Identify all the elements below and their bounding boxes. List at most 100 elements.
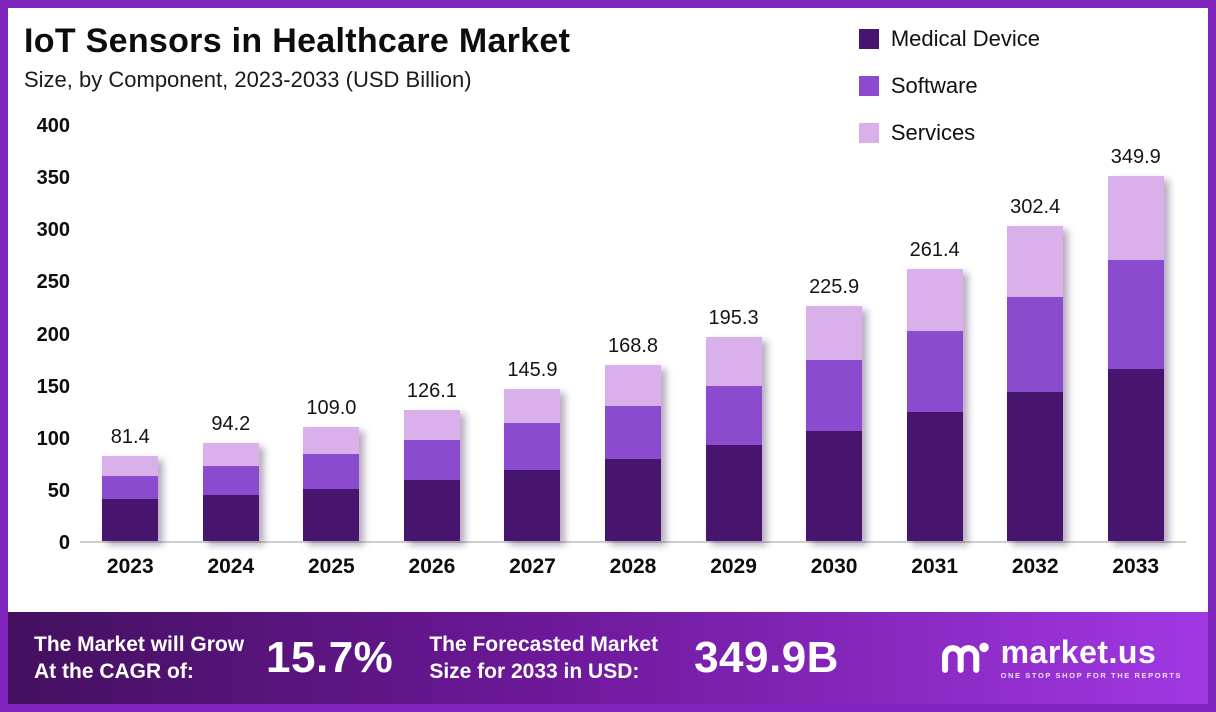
legend-swatch — [858, 123, 879, 143]
bar-stack — [705, 337, 762, 541]
bar-segment-medical-device — [504, 470, 561, 541]
bar-stack — [806, 305, 863, 541]
bar-2025: 109.0 — [281, 126, 382, 541]
bar-segment-services — [1007, 225, 1064, 298]
bar-segment-software — [303, 454, 360, 489]
marketus-logo-icon — [939, 636, 991, 681]
footer-banner: The Market will Grow At the CAGR of: 15.… — [8, 612, 1208, 704]
bar-2029: 195.3 — [683, 126, 784, 541]
bar-segment-medical-device — [806, 430, 863, 541]
bar-segment-medical-device — [1007, 391, 1064, 541]
legend-item-services: Services — [858, 120, 1040, 146]
bar-2031: 261.4 — [884, 126, 985, 541]
x-axis-label: 2027 — [509, 555, 556, 578]
x-axis-label: 2028 — [609, 555, 657, 578]
bar-segment-software — [102, 476, 159, 500]
chart-header: IoT Sensors in Healthcare Market Size, b… — [8, 8, 1208, 126]
bar-segment-software — [806, 359, 863, 431]
forecast-label-line2: Size for 2033 in USD: — [429, 660, 640, 683]
bar-segment-software — [705, 385, 762, 446]
bar-segment-services — [605, 365, 661, 406]
legend-label: Software — [890, 73, 978, 98]
bar-segment-software — [1107, 259, 1164, 369]
x-axis-label: 2031 — [911, 555, 958, 578]
bar-segment-services — [504, 388, 561, 424]
forecast-label: The Forecasted Market Size for 2033 in U… — [429, 631, 658, 686]
bar-2032: 302.4 — [985, 126, 1086, 541]
legend-swatch — [858, 29, 879, 49]
bar-total-label: 225.9 — [809, 275, 860, 298]
x-axis-label: 2030 — [810, 555, 858, 578]
bar-segment-medical-device — [303, 488, 360, 541]
bar-segment-services — [1107, 176, 1164, 260]
x-axis: 2023 2024 2025 2026 2027 2028 2029 2030 2031 2032… — [18, 555, 1186, 579]
bar-segment-services — [202, 442, 259, 466]
y-axis-label: 250 — [36, 271, 70, 294]
bar-total-label: 109.0 — [306, 397, 357, 420]
x-axis-label: 2023 — [106, 555, 154, 578]
bar-stack — [504, 388, 561, 541]
y-axis: 0 50 100 150 200 250 300 350 400 — [18, 115, 80, 554]
bar-total-label: 168.8 — [607, 335, 659, 358]
cagr-label: The Market will Grow At the CAGR of: — [34, 631, 244, 686]
bar-2027: 145.9 — [482, 126, 583, 541]
y-axis-label: 150 — [36, 375, 70, 398]
bar-2033: 349.9 — [1085, 126, 1186, 541]
bar-total-label: 126.1 — [406, 379, 457, 402]
bar-total-label: 94.2 — [211, 412, 251, 435]
bar-segment-services — [102, 456, 159, 477]
bar-stack — [906, 268, 963, 541]
brand-name: market.us — [1000, 634, 1157, 671]
cagr-label-line1: The Market will Grow — [34, 632, 245, 656]
bar-stack — [1007, 225, 1064, 541]
y-axis-label: 300 — [36, 219, 70, 242]
forecast-label-line1: The Forecasted Market — [429, 632, 659, 656]
chart-subtitle: Size, by Component, 2023-2033 (USD Billi… — [24, 67, 472, 92]
bar-stack — [403, 409, 460, 541]
x-axis-label: 2025 — [308, 555, 355, 578]
bar-segment-software — [605, 405, 661, 459]
bar-segment-services — [906, 268, 963, 332]
bar-segment-software — [1007, 297, 1064, 392]
brand-logo: market.us ONE STOP SHOP FOR THE REPORTS — [939, 636, 1182, 681]
bar-total-label: 302.4 — [1010, 195, 1061, 218]
y-axis-label: 100 — [36, 427, 70, 450]
bar-stack — [303, 427, 360, 541]
x-axis-label: 2033 — [1112, 555, 1160, 578]
bar-stack — [605, 365, 661, 541]
y-axis-label: 50 — [47, 479, 70, 502]
bar-2023: 81.4 — [80, 126, 181, 541]
bar-total-label: 195.3 — [708, 307, 759, 330]
bar-segment-medical-device — [705, 445, 762, 541]
y-axis-label: 0 — [58, 532, 70, 554]
bar-2026: 126.1 — [382, 126, 483, 541]
bar-segment-medical-device — [102, 499, 159, 541]
legend-item-software: Software — [858, 73, 1040, 99]
chart-title: IoT Sensors in Healthcare Market — [24, 22, 571, 60]
bar-segment-software — [906, 331, 963, 412]
cagr-label-line2: At the CAGR of: — [34, 660, 194, 683]
bar-total-label: 261.4 — [909, 238, 960, 261]
bar-2028: 168.8 — [583, 126, 684, 541]
chart-legend: Medical Device Software Services — [858, 26, 1040, 146]
bar-segment-services — [705, 337, 762, 386]
bar-segment-software — [504, 423, 561, 471]
cagr-value: 15.7% — [266, 633, 394, 682]
legend-swatch — [858, 76, 879, 96]
bar-segment-services — [303, 427, 360, 455]
x-axis-label: 2026 — [408, 555, 456, 578]
bar-segment-medical-device — [906, 411, 963, 541]
y-axis-label: 400 — [36, 115, 70, 137]
bar-segment-medical-device — [1107, 369, 1164, 541]
bar-segment-medical-device — [605, 458, 661, 541]
plot-area: 81.4 94.2 109.0 126.1 145.9 168.8 195.3 225.9 26… — [80, 126, 1186, 543]
forecast-value: 349.9B — [694, 633, 839, 682]
bar-stack — [202, 442, 259, 541]
bar-segment-software — [403, 439, 460, 480]
bar-total-label: 81.4 — [110, 426, 150, 449]
bar-segment-software — [202, 465, 259, 496]
bar-total-label: 349.9 — [1110, 146, 1161, 169]
bar-2024: 94.2 — [181, 126, 282, 541]
bar-segment-services — [806, 305, 863, 360]
